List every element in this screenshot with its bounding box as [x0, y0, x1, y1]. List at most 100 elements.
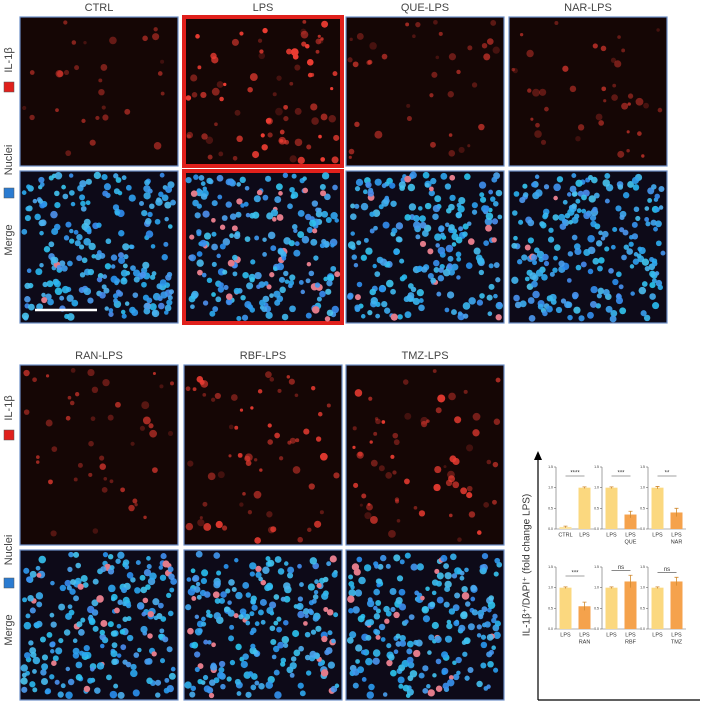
cell — [309, 219, 317, 227]
cell — [540, 139, 547, 145]
cell — [455, 251, 462, 258]
cell — [621, 48, 626, 53]
cell — [629, 264, 635, 269]
cell — [425, 586, 430, 591]
cell — [159, 658, 166, 664]
cell — [87, 268, 95, 276]
cell — [304, 613, 309, 619]
cell — [302, 19, 307, 24]
cell — [385, 472, 393, 479]
cell — [66, 313, 75, 321]
cell — [232, 254, 238, 261]
cell — [316, 296, 322, 302]
cell — [229, 233, 234, 239]
cell — [280, 596, 286, 602]
cell — [109, 690, 118, 699]
cell — [265, 681, 274, 689]
cell — [283, 595, 291, 603]
cell — [278, 276, 286, 283]
cell — [50, 649, 55, 654]
cell — [530, 254, 538, 261]
cell — [374, 271, 381, 277]
column-label: LPS — [253, 2, 274, 14]
cell — [283, 115, 289, 122]
cell — [159, 384, 164, 389]
cell — [654, 193, 660, 200]
cell — [57, 691, 64, 698]
cell — [418, 510, 426, 517]
cell — [300, 289, 306, 295]
cell — [67, 260, 73, 267]
cell — [278, 191, 283, 196]
cell — [320, 669, 329, 677]
cell — [152, 371, 156, 375]
cell — [247, 304, 254, 310]
cell — [259, 299, 266, 307]
cell — [199, 239, 207, 247]
bar — [651, 487, 664, 529]
cell — [170, 666, 176, 672]
cell — [596, 293, 602, 299]
cell — [373, 561, 379, 567]
cell — [78, 286, 85, 294]
cell — [245, 691, 252, 698]
cell — [217, 286, 225, 293]
cell — [207, 154, 213, 160]
cell — [657, 107, 663, 113]
cell — [348, 574, 354, 580]
cell — [96, 595, 104, 603]
cell — [42, 281, 48, 288]
cell — [158, 191, 164, 197]
cell — [235, 211, 242, 218]
color-key — [3, 429, 15, 441]
y-tick-label: 1.0 — [640, 486, 645, 490]
cell — [146, 556, 151, 561]
y-tick-label: 1.5 — [548, 465, 553, 469]
micrograph — [19, 364, 179, 546]
cell — [593, 192, 600, 199]
cell — [266, 511, 273, 518]
cell — [219, 224, 226, 230]
cell — [205, 136, 214, 145]
cell — [437, 394, 446, 403]
cell — [83, 218, 91, 226]
cell — [318, 38, 324, 44]
cell — [167, 430, 174, 436]
cell — [160, 59, 165, 64]
cell — [54, 201, 61, 209]
cell — [202, 210, 210, 218]
cell — [375, 301, 381, 307]
cell — [162, 636, 169, 643]
x-tick-label: LPS — [671, 532, 682, 538]
cell — [194, 628, 203, 636]
cell — [132, 498, 138, 504]
error-bar — [582, 601, 587, 611]
cell — [317, 34, 321, 38]
cell — [34, 213, 41, 221]
cell — [390, 288, 396, 295]
cell — [385, 279, 394, 288]
cell — [658, 205, 664, 210]
cell — [492, 499, 497, 505]
cell — [218, 666, 225, 673]
cell — [115, 401, 121, 408]
y-tick-label: 0.5 — [594, 606, 599, 610]
cell — [279, 286, 286, 294]
cell — [209, 679, 216, 686]
cell — [370, 516, 378, 524]
cell — [128, 504, 135, 512]
cell — [302, 187, 309, 194]
cell — [384, 195, 390, 201]
cell — [129, 244, 135, 250]
cell — [638, 286, 647, 295]
cell — [231, 586, 237, 593]
cell — [187, 627, 194, 635]
cell — [428, 634, 435, 641]
y-tick-label: 0.5 — [640, 606, 645, 610]
cell — [466, 221, 472, 226]
cell — [54, 679, 60, 685]
cell — [139, 201, 145, 206]
cell — [490, 20, 497, 26]
cell — [560, 298, 567, 304]
cell — [214, 392, 221, 400]
